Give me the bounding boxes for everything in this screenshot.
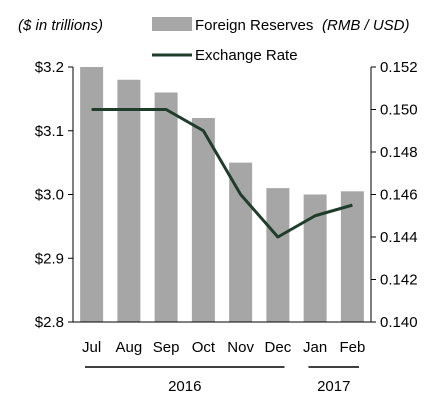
year-group-label: 2016 [168, 378, 201, 395]
right-axis-unit-label: (RMB / USD) [322, 17, 410, 34]
legend-label-foreign-reserves: Foreign Reserves [195, 17, 313, 34]
right-axis-tick-label: 0.148 [380, 144, 418, 161]
right-axis-tick-label: 0.150 [380, 102, 418, 119]
bar-oct [191, 118, 215, 322]
bar-feb [340, 191, 364, 322]
left-axis-unit-label: ($ in trillions) [18, 17, 103, 34]
right-axis-tick-label: 0.142 [380, 272, 418, 289]
x-tick-label-dec: Dec [265, 339, 292, 356]
plot-area: $2.8 $2.9 $3.0 $3.1 $3.2 0.140 0.142 0.144 0.146… [35, 59, 418, 395]
x-tick-label-jul: Jul [82, 339, 101, 356]
legend-label-exchange-rate: Exchange Rate [195, 47, 298, 64]
left-axis-tick-label: $2.9 [35, 250, 64, 267]
x-tick-label-nov: Nov [227, 339, 254, 356]
bar-nov [229, 162, 253, 322]
bar-aug [117, 79, 141, 322]
exchange-rate-line [91, 108, 353, 239]
bar-sep [154, 92, 178, 322]
legend-swatch-foreign-reserves [152, 17, 192, 31]
x-tick-label-oct: Oct [192, 339, 216, 356]
bar-jul [80, 67, 104, 322]
bar-dec [266, 188, 290, 322]
left-axis-tick-label: $3.1 [35, 123, 64, 140]
left-axis-tick-label: $3.2 [35, 59, 64, 76]
left-axis-tick-label: $3.0 [35, 187, 64, 204]
right-axis-tick-label: 0.144 [380, 229, 418, 246]
x-tick-label-sep: Sep [153, 339, 180, 356]
right-axis-tick-label: 0.140 [380, 314, 418, 331]
left-axis-tick-label: $2.8 [35, 314, 64, 331]
x-tick-label-feb: Feb [339, 339, 365, 356]
year-group-label: 2017 [317, 378, 350, 395]
x-tick-label-jan: Jan [303, 339, 327, 356]
right-axis-tick-label: 0.146 [380, 187, 418, 204]
bar-jan [303, 194, 327, 322]
right-axis-tick-label: 0.152 [380, 59, 418, 76]
x-tick-label-aug: Aug [116, 339, 143, 356]
